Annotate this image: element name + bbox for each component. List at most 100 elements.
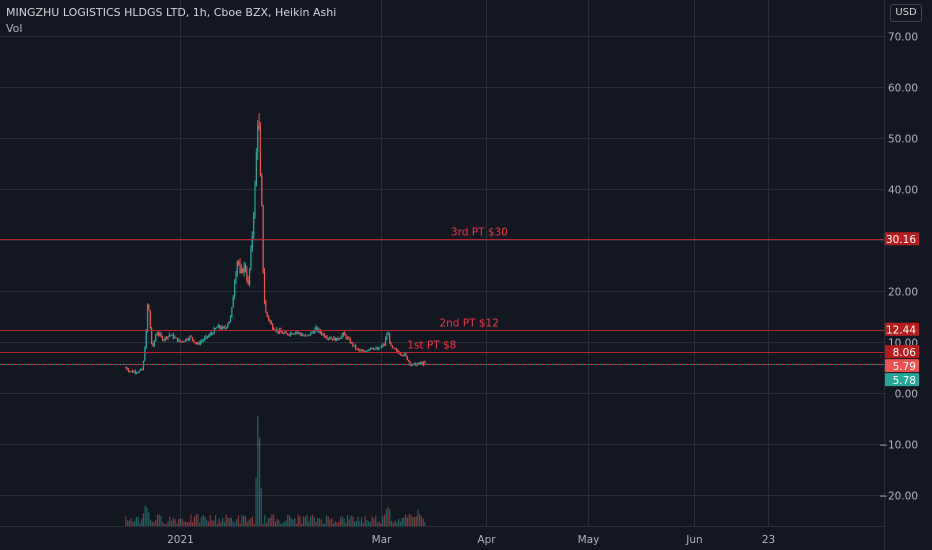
symbol-title[interactable]: MINGZHU LOGISTICS HLDGS LTD, 1h, Cboe BZ…	[6, 6, 337, 19]
volume-bar	[134, 521, 136, 526]
candle-body	[155, 335, 157, 342]
volume-bar	[163, 523, 166, 526]
candle-body	[287, 333, 289, 335]
volume-bar	[320, 519, 322, 526]
candle-body	[253, 215, 255, 236]
volume-bar	[413, 517, 416, 526]
volume-bar	[318, 518, 320, 526]
volume-bar	[324, 523, 326, 526]
volume-bar	[280, 523, 282, 526]
volume-bar	[227, 517, 229, 526]
candle-body	[334, 337, 336, 341]
volume-bar	[239, 523, 241, 526]
candle-body	[175, 337, 177, 339]
volume-study-label[interactable]: Vol	[6, 22, 23, 35]
volume-bar	[366, 520, 368, 526]
candle-body	[229, 316, 232, 322]
candle-body	[137, 372, 139, 374]
volume-bar	[415, 516, 417, 526]
candle-body	[247, 280, 249, 285]
price-axis[interactable]: 70.0060.0050.0040.0030.0020.0010.000.00−…	[879, 32, 918, 503]
candle-body	[144, 348, 146, 362]
candle-body	[389, 334, 391, 343]
candle-body	[316, 327, 319, 332]
candle-body	[360, 350, 362, 352]
candle-body	[220, 328, 222, 330]
price-badge	[885, 232, 919, 246]
candle-body	[398, 352, 400, 355]
volume-bar	[243, 515, 245, 526]
volume-bar	[174, 519, 176, 526]
volume-bar	[225, 514, 227, 526]
candle-body	[293, 333, 296, 335]
volume-bar	[148, 512, 150, 526]
volume-bar	[156, 514, 159, 526]
candle-body	[308, 334, 310, 336]
candle-body	[303, 335, 305, 337]
candle-body	[130, 370, 132, 372]
volume-bar	[151, 521, 153, 526]
candle-body	[179, 340, 181, 343]
candle-body	[213, 328, 215, 334]
y-tick-label: −20.00	[879, 491, 918, 503]
volume-bar	[398, 518, 400, 526]
candle-body	[200, 342, 202, 345]
volume-bar	[362, 522, 364, 526]
candle-body	[299, 332, 301, 335]
candle-body	[292, 333, 294, 335]
volume-bar	[248, 519, 250, 526]
volume-bar	[170, 520, 173, 526]
volume-bar	[405, 514, 407, 526]
volume-bar	[155, 519, 157, 526]
time-axis[interactable]: 2021 Mar Apr May Jun 23	[167, 534, 775, 546]
candle-body	[178, 340, 180, 342]
candle-body	[413, 363, 415, 365]
volume-bar	[267, 518, 269, 526]
candle-body	[170, 335, 172, 336]
candle-body	[418, 362, 421, 364]
volume-bar	[394, 520, 396, 526]
volume-bar	[368, 521, 370, 526]
candle-body	[297, 332, 300, 334]
candle-body	[404, 353, 406, 356]
candle-body	[350, 342, 353, 344]
candle-body	[289, 333, 291, 336]
candle-body	[219, 325, 221, 329]
candle-body	[338, 338, 340, 340]
candle-body	[138, 370, 140, 373]
candle-body	[239, 263, 241, 273]
currency-button[interactable]: USD	[890, 4, 922, 22]
candle-body	[224, 327, 226, 329]
volume-bar	[241, 514, 243, 526]
price-badge-label: 5.78	[893, 375, 916, 387]
candle-body	[151, 328, 153, 344]
volume-bar	[288, 515, 291, 526]
volume-bar	[257, 416, 259, 526]
candle-body	[206, 336, 208, 338]
volume-bar	[417, 510, 419, 526]
candle-body	[288, 334, 290, 336]
candle-body	[278, 330, 281, 333]
volume-bar	[295, 523, 298, 526]
candle-body	[378, 347, 380, 350]
candle-body	[132, 370, 134, 373]
candle-body	[315, 327, 317, 330]
candle-body	[145, 330, 147, 349]
x-tick-label: 2021	[167, 534, 194, 546]
candle-body	[353, 345, 355, 347]
volume-bar	[229, 517, 231, 526]
candle-body	[235, 274, 237, 284]
candle-body	[201, 341, 203, 343]
volume-bar	[390, 521, 393, 526]
y-tick-label: 20.00	[888, 287, 918, 299]
candle-body	[420, 362, 422, 364]
candle-body	[390, 342, 392, 346]
candle-body	[141, 369, 143, 370]
target-label: 1st PT $8	[407, 340, 456, 352]
candle-body	[375, 348, 377, 350]
volume-bar	[271, 514, 273, 526]
volume-bar	[334, 521, 336, 526]
volume-bar	[153, 522, 155, 526]
volume-bar	[313, 516, 315, 526]
